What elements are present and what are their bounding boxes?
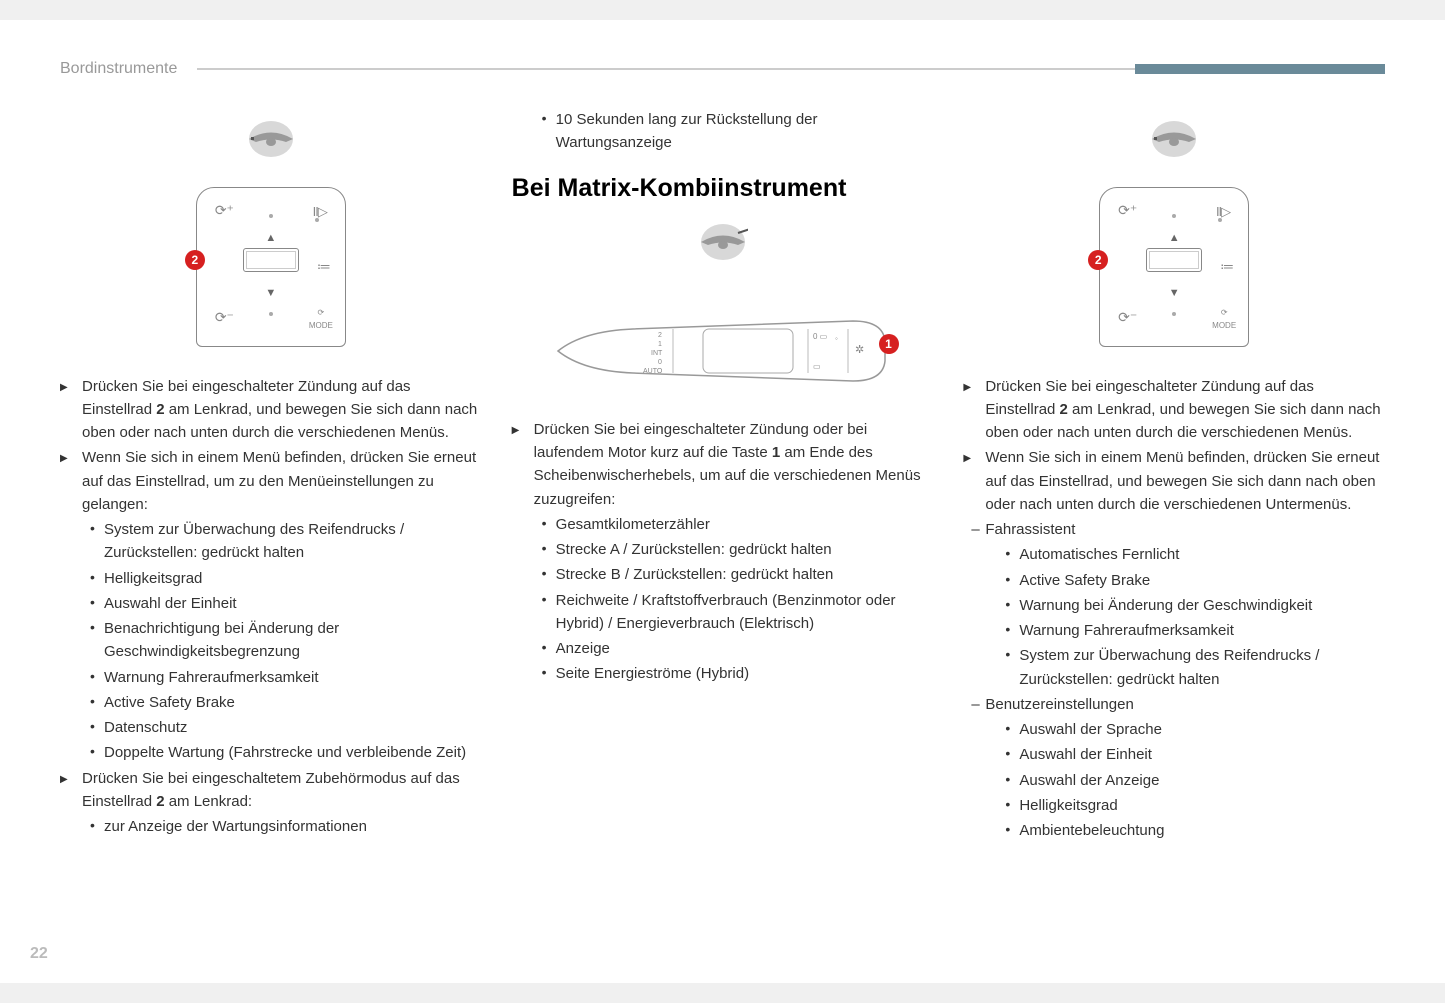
list-item: Doppelte Wartung (Fahrstrecke und verble… (60, 741, 482, 764)
svg-text:▭: ▭ (813, 362, 821, 371)
svg-text:2: 2 (658, 332, 662, 339)
header-rule (197, 68, 1385, 70)
list-item: Strecke B / Zurückstellen: gedrückt halt… (512, 563, 934, 586)
instruction: Drücken Sie bei eingeschalteter Zündung … (963, 375, 1385, 445)
steering-wheel-icon (698, 221, 748, 263)
callout-1-badge: 1 (879, 334, 899, 354)
list-item: System zur Überwachung des Reifendrucks … (60, 518, 482, 565)
wiper-stalk-icon: 2 1 INT 0 AUTO 0 ▭ ▭ ✲ ◦ (553, 291, 893, 391)
figure-wiper-stalk: 2 1 INT 0 AUTO 0 ▭ ▭ ✲ ◦ (512, 291, 934, 398)
list-item: Warnung Fahreraufmerksamkeit (963, 619, 1385, 642)
figure-control-pad-2: ⟳⁺ ⟳⁻ II▷ ≔ ⟳MODE ▲ ▼ 2 (963, 187, 1385, 354)
callout-2-badge: 2 (1088, 250, 1108, 270)
list-item: 10 Sekunden lang zur Rückstellung der Wa… (512, 108, 934, 155)
list-item: Strecke A / Zurückstellen: gedrückt halt… (512, 538, 934, 561)
list-item: zur Anzeige der Wartungsinformationen (60, 815, 482, 838)
control-pad-icon: ⟳⁺ ⟳⁻ II▷ ≔ ⟳MODE ▲ ▼ 2 (1099, 187, 1249, 347)
steering-wheel-icon (1149, 118, 1199, 160)
instruction: Drücken Sie bei eingeschaltetem Zubehörm… (60, 767, 482, 814)
submenu-group: Fahrassistent (963, 518, 1385, 541)
callout-2-badge: 2 (185, 250, 205, 270)
page: Bordinstrumente ⟳⁺ ⟳⁻ II▷ ≔ ⟳MODE ▲ ▼ (0, 20, 1445, 983)
list-item: Helligkeitsgrad (963, 794, 1385, 817)
list-item: Reichweite / Kraftstoffverbrauch (Benzin… (512, 589, 934, 636)
column-1: ⟳⁺ ⟳⁻ II▷ ≔ ⟳MODE ▲ ▼ 2 Drücken Sie bei … (60, 108, 482, 844)
list-item: Seite Energieströme (Hybrid) (512, 662, 934, 685)
list-item: System zur Überwachung des Reifendrucks … (963, 644, 1385, 691)
instruction: Drücken Sie bei eingeschalteter Zündung … (512, 418, 934, 511)
list-item: Auswahl der Sprache (963, 718, 1385, 741)
submenu-group: Benutzereinstellungen (963, 693, 1385, 716)
section-title: Bordinstrumente (60, 60, 177, 78)
svg-text:✲: ✲ (855, 344, 864, 356)
list-item: Automatisches Fernlicht (963, 543, 1385, 566)
list-item: Auswahl der Einheit (60, 592, 482, 615)
svg-text:◦: ◦ (835, 334, 838, 343)
figure-wheel-3 (963, 118, 1385, 167)
list-item: Auswahl der Einheit (963, 743, 1385, 766)
list-item: Ambientebeleuchtung (963, 819, 1385, 842)
list-item: Benachrichtigung bei Änderung der Geschw… (60, 617, 482, 664)
svg-text:INT: INT (651, 350, 663, 357)
list-item: Anzeige (512, 637, 934, 660)
column-3: ⟳⁺ ⟳⁻ II▷ ≔ ⟳MODE ▲ ▼ 2 Drücken Sie bei … (963, 108, 1385, 844)
list-item: Datenschutz (60, 716, 482, 739)
instruction: Wenn Sie sich in einem Menü befinden, dr… (963, 446, 1385, 516)
svg-text:0 ▭: 0 ▭ (813, 332, 827, 341)
heading-matrix: Bei Matrix-Kombiinstrument (512, 169, 934, 208)
page-number: 22 (30, 945, 48, 963)
list-item: Active Safety Brake (963, 569, 1385, 592)
list-item: Active Safety Brake (60, 691, 482, 714)
list-item: Auswahl der Anzeige (963, 769, 1385, 792)
list-item: Gesamtkilometerzähler (512, 513, 934, 536)
figure-wheel-2 (512, 221, 934, 270)
figure-wheel-1 (60, 118, 482, 167)
steering-wheel-icon (246, 118, 296, 160)
control-pad-icon: ⟳⁺ ⟳⁻ II▷ ≔ ⟳MODE ▲ ▼ 2 (196, 187, 346, 347)
figure-control-pad-1: ⟳⁺ ⟳⁻ II▷ ≔ ⟳MODE ▲ ▼ 2 (60, 187, 482, 354)
instruction: Drücken Sie bei eingeschalteter Zündung … (60, 375, 482, 445)
svg-text:1: 1 (658, 341, 662, 348)
list-item: Helligkeitsgrad (60, 567, 482, 590)
instruction: Wenn Sie sich in einem Menü befinden, dr… (60, 446, 482, 516)
content-columns: ⟳⁺ ⟳⁻ II▷ ≔ ⟳MODE ▲ ▼ 2 Drücken Sie bei … (60, 108, 1385, 844)
column-2: 10 Sekunden lang zur Rückstellung der Wa… (512, 108, 934, 844)
list-item: Warnung Fahreraufmerksamkeit (60, 666, 482, 689)
svg-text:AUTO: AUTO (643, 368, 663, 375)
list-item: Warnung bei Änderung der Geschwindigkeit (963, 594, 1385, 617)
svg-text:0: 0 (658, 359, 662, 366)
page-header: Bordinstrumente (60, 60, 1385, 78)
